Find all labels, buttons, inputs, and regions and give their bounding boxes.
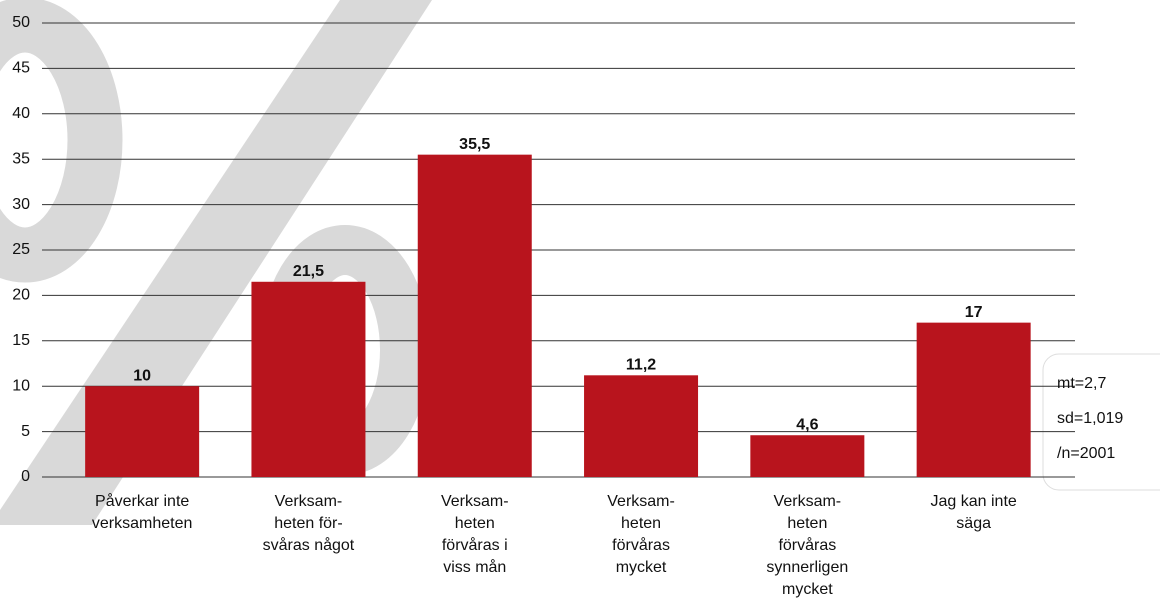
bar [750, 435, 864, 477]
x-tick-label: verksamheten [92, 515, 193, 532]
y-tick-label: 45 [12, 60, 30, 77]
value-label: 4,6 [796, 416, 818, 433]
x-tick-label: Jag kan inte [931, 493, 1017, 510]
y-tick-label: 0 [21, 468, 30, 485]
x-tick-label: heten [787, 515, 827, 532]
x-tick-label: förvåras i [442, 536, 508, 554]
y-tick-label: 5 [21, 423, 30, 440]
bar [85, 386, 199, 477]
x-tick-label: Verksam- [607, 493, 675, 510]
value-label: 17 [965, 304, 983, 321]
x-tick-label: förvåras [612, 536, 670, 554]
bar [418, 155, 532, 477]
y-tick-label: 10 [12, 377, 30, 394]
x-tick-label: svåras något [263, 536, 355, 554]
x-tick-label: säga [956, 515, 991, 532]
y-tick-label: 40 [12, 105, 30, 122]
y-tick-label: 35 [12, 150, 30, 167]
x-tick-label: Verksam- [441, 493, 509, 510]
y-tick-label: 30 [12, 196, 30, 213]
y-tick-label: 50 [12, 14, 30, 31]
x-tick-label: Verksam- [774, 493, 842, 510]
y-tick-label: 15 [12, 332, 30, 349]
y-tick-label: 20 [12, 287, 30, 304]
x-tick-label: heten [621, 515, 661, 532]
y-tick-label: 25 [12, 241, 30, 258]
bar [917, 323, 1031, 477]
x-tick-label: viss mån [443, 558, 506, 576]
stat-annotation: sd=1,019 [1057, 410, 1123, 427]
bar [584, 375, 698, 477]
x-tick-label: heten [455, 515, 495, 532]
bar [251, 282, 365, 477]
stat-annotation: mt=2,7 [1057, 375, 1106, 392]
x-tick-label: mycket [616, 559, 667, 576]
x-tick-label: Verksam- [275, 493, 343, 510]
x-tick-label: Påverkar inte [95, 492, 189, 510]
stat-annotation: /n=2001 [1057, 445, 1115, 462]
x-tick-label: mycket [782, 581, 833, 598]
chart: 0 5 10 15 20 25 30 35 40 45 50 10 Påverkar inte verks… [0, 0, 1160, 609]
x-tick-label: synnerligen [766, 559, 848, 576]
x-tick-label: heten för- [274, 515, 342, 532]
value-label: 21,5 [293, 263, 324, 280]
value-label: 10 [133, 367, 151, 384]
value-label: 11,2 [626, 357, 656, 374]
value-label: 35,5 [459, 136, 490, 153]
watermark [0, 0, 432, 525]
x-tick-label: förvåras [778, 536, 836, 554]
